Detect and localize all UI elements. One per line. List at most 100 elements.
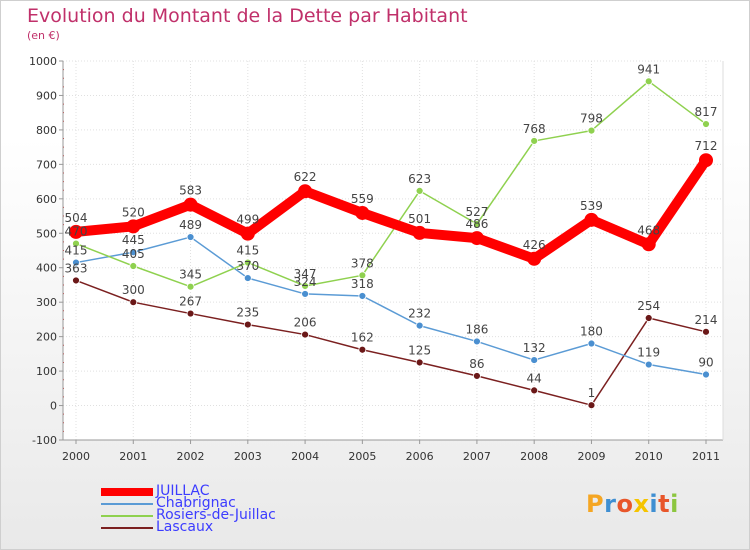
data-point-chabrignac [358,292,367,300]
data-label-juillac: 559 [351,192,374,206]
data-point-rosiers [473,220,481,228]
data-point-lascaux [243,320,252,329]
chart-title: Evolution du Montant de la Dette par Hab… [27,5,468,27]
data-label-juillac: 520 [122,205,145,219]
data-label-rosiers: 817 [695,105,718,119]
legend-label-lascaux: Lascaux [156,519,214,535]
data-label-juillac: 426 [523,238,546,252]
data-label-juillac: 539 [580,199,603,213]
data-label-chabrignac: 119 [637,346,660,360]
x-tick-label: 2001 [119,450,147,463]
x-tick-labels: 2000 2001 2002 2003 2004 2005 2006 2007 2008 2009… [62,450,720,463]
data-point-rosiers [186,282,195,291]
legend-label-chabrignac: Chabrignac [156,495,236,511]
data-label-rosiers: 798 [580,112,603,126]
x-tick-label: 2000 [62,450,90,463]
legend-swatch-chabrignac [101,503,153,505]
data-point-lascaux [301,330,309,339]
logo-letter: r [604,490,617,518]
y-tick-label: 900 [36,89,57,102]
data-point-rosiers [129,262,138,270]
data-label-lascaux: 300 [122,283,145,297]
data-point-chabrignac [72,258,80,267]
data-label-juillac: 622 [294,170,317,184]
data-point-chabrignac [530,356,539,364]
series-line-juillac [71,155,711,264]
chart-unit: (en €) [27,29,60,42]
data-label-chabrignac: 324 [294,275,317,289]
x-tick-label: 2003 [234,450,262,463]
series-lines [71,80,711,406]
data-label-rosiers: 415 [236,244,259,258]
data-point-lascaux [702,327,710,336]
x-tick-label: 2010 [635,450,663,463]
data-label-chabrignac: 90 [698,356,713,370]
y-tick-labels: -100 0 100 200 300 400 500 600 700 800 900 1000 [29,55,57,447]
x-tick-label: 2011 [692,450,720,463]
x-tick-label: 2007 [463,450,491,463]
y-tick-label: 1000 [29,55,57,68]
data-label-juillac: 501 [408,212,431,226]
data-point-juillac [183,197,198,212]
series-line-chabrignac [75,236,707,376]
data-label-rosiers: 470 [65,225,88,239]
data-point-juillac [126,219,141,234]
data-label-rosiers: 405 [122,247,145,261]
data-point-lascaux [644,314,653,322]
proxiti-logo: Proxiti [586,490,679,518]
data-point-juillac [240,226,255,241]
y-tick-label: 400 [36,262,57,275]
data-point-rosiers [530,137,539,145]
data-point-chabrignac [186,233,195,241]
series-line-lascaux [75,279,707,406]
y-tick-label: 600 [36,193,57,206]
y-tick-label: 300 [36,296,57,309]
data-label-juillac: 583 [179,184,202,198]
data-label-lascaux: 44 [527,371,542,385]
data-point-lascaux [530,386,539,395]
data-point-juillac [355,205,370,220]
plot-area [63,61,723,440]
data-label-lascaux: 125 [408,343,431,357]
data-point-chabrignac [644,360,653,369]
x-tick-label: 2009 [577,450,605,463]
y-tick-label: 700 [36,158,57,171]
data-point-chabrignac [702,370,710,379]
data-label-chabrignac: 318 [351,277,374,291]
x-tick-label: 2005 [348,450,376,463]
data-label-chabrignac: 370 [236,259,259,273]
y-tick-label: -100 [32,434,57,447]
data-label-rosiers: 347 [294,267,317,281]
logo-letter: i [670,490,679,518]
data-point-lascaux [587,401,596,410]
data-point-lascaux [358,345,367,354]
data-label-rosiers: 623 [408,172,431,186]
legend-swatch-rosiers [101,515,153,517]
data-label-lascaux: 363 [65,261,88,275]
logo-letter: i [649,490,659,518]
data-point-juillac [69,224,83,239]
data-point-rosiers [301,282,309,290]
data-point-rosiers [415,186,424,195]
data-label-juillac: 468 [637,223,660,237]
axes [59,60,724,444]
data-point-juillac [412,225,427,240]
legend-label-rosiers: Rosiers-de-Juillac [156,507,276,523]
y-tick-label: 500 [36,227,57,240]
x-tick-label: 2008 [520,450,548,463]
data-point-chabrignac [473,337,481,346]
data-label-lascaux: 254 [637,299,660,313]
x-tick-label: 2004 [291,450,319,463]
data-label-rosiers: 941 [637,62,660,76]
data-point-chabrignac [129,248,138,257]
data-point-rosiers [702,120,710,128]
logo-letter: o [616,490,634,518]
x-tick-label: 2006 [406,450,434,463]
data-label-lascaux: 267 [179,295,202,309]
data-label-chabrignac: 445 [122,233,145,247]
data-label-chabrignac: 489 [179,218,202,232]
data-label-rosiers: 768 [523,122,546,136]
data-label-lascaux: 206 [294,316,317,330]
data-point-chabrignac [243,274,252,282]
